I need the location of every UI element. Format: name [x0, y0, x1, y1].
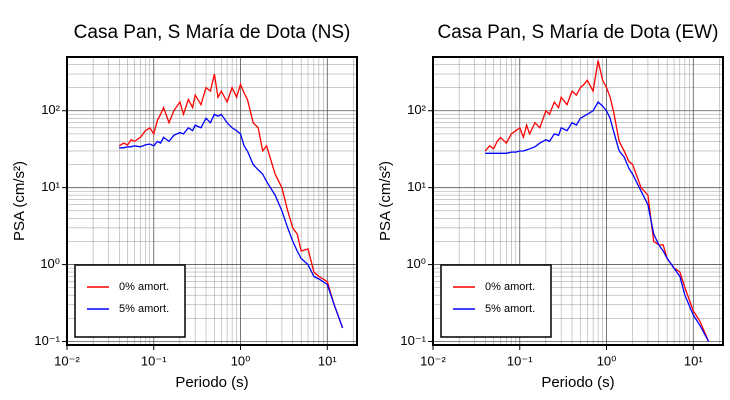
plot: Casa Pan, S María de Dota (EW) 10⁻² 10⁻¹ 10…	[377, 22, 724, 391]
x-tick-label: 10⁰	[597, 353, 617, 368]
x-tick-label: 10⁻¹	[141, 353, 167, 368]
legend-label: 5% amort.	[485, 303, 535, 315]
x-tick-label: 10⁻²	[54, 353, 80, 368]
legend-label: 5% amort.	[119, 303, 169, 315]
legend-label: 0% amort.	[119, 281, 169, 293]
y-tick-label: 10⁰	[40, 256, 60, 271]
y-axis-label: PSA (cm/s²)	[377, 161, 394, 241]
y-tick-label: 10²	[407, 102, 426, 117]
series-line	[119, 113, 344, 329]
legend-label: 0% amort.	[485, 281, 535, 293]
x-axis-label: Periodo (s)	[175, 374, 248, 391]
chart-title: Casa Pan, S María de Dota (NS)	[74, 22, 351, 43]
plot: Casa Pan, S María de Dota (NS) 10⁻² 10⁻¹ 10…	[11, 22, 358, 391]
legend-box	[440, 264, 552, 338]
y-axis-label: PSA (cm/s²)	[11, 161, 28, 241]
legend-box	[74, 264, 186, 338]
x-tick-label: 10¹	[684, 353, 703, 368]
plot-frame	[66, 56, 358, 346]
y-tick-label: 10⁰	[406, 256, 426, 271]
series-line	[485, 100, 710, 342]
chart-title: Casa Pan, S María de Dota (EW)	[438, 22, 719, 43]
y-tick-label: 10⁻¹	[400, 333, 426, 348]
y-tick-label: 10⁻¹	[34, 333, 60, 348]
x-tick-label: 10⁻¹	[507, 353, 533, 368]
x-tick-label: 10⁻²	[420, 353, 446, 368]
plot-frame	[432, 56, 724, 346]
series-line	[118, 73, 344, 329]
y-tick-label: 10²	[41, 102, 60, 117]
x-tick-label: 10¹	[318, 353, 337, 368]
y-tick-label: 10¹	[41, 179, 60, 194]
x-tick-label: 10⁰	[231, 353, 251, 368]
x-axis-label: Periodo (s)	[541, 374, 614, 391]
y-tick-label: 10¹	[407, 179, 426, 194]
series-line	[484, 60, 710, 342]
